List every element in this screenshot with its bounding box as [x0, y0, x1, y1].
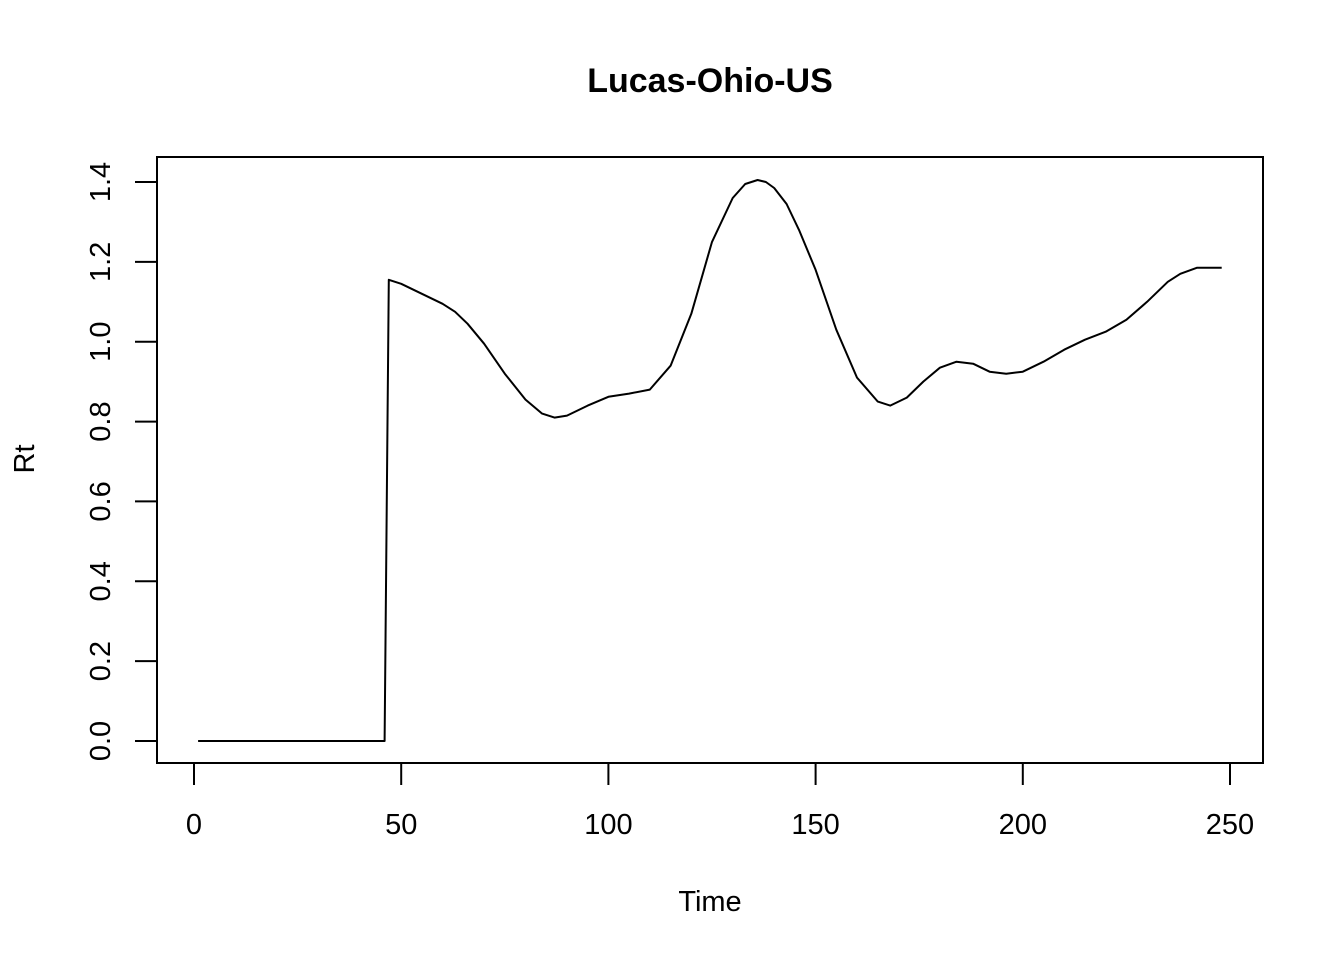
y-tick-label: 0.8 — [85, 401, 117, 441]
y-tick-label: 1.0 — [85, 322, 117, 362]
y-axis: 0.0 0.2 0.4 0.6 0.8 1.0 1.2 1.4 — [85, 162, 158, 761]
chart-title: Lucas-Ohio-US — [587, 62, 833, 100]
y-tick-label: 1.4 — [85, 162, 117, 202]
y-tick-label: 0.2 — [85, 641, 117, 681]
x-tick-label: 100 — [584, 809, 632, 841]
y-tick-label: 0.4 — [85, 561, 117, 601]
x-axis-label: Time — [678, 886, 741, 918]
y-tick-label: 0.0 — [85, 721, 117, 761]
x-tick-label: 150 — [791, 809, 839, 841]
y-tick-label: 0.6 — [85, 481, 117, 521]
x-tick-label: 0 — [186, 809, 202, 841]
x-tick-label: 50 — [385, 809, 417, 841]
x-axis: 0 50 100 150 200 250 — [186, 762, 1254, 841]
x-tick-label: 250 — [1206, 809, 1254, 841]
series-line — [198, 179, 1222, 742]
y-tick-label: 1.2 — [85, 242, 117, 282]
x-tick-label: 200 — [999, 809, 1047, 841]
y-axis-label: Rt — [9, 445, 41, 474]
